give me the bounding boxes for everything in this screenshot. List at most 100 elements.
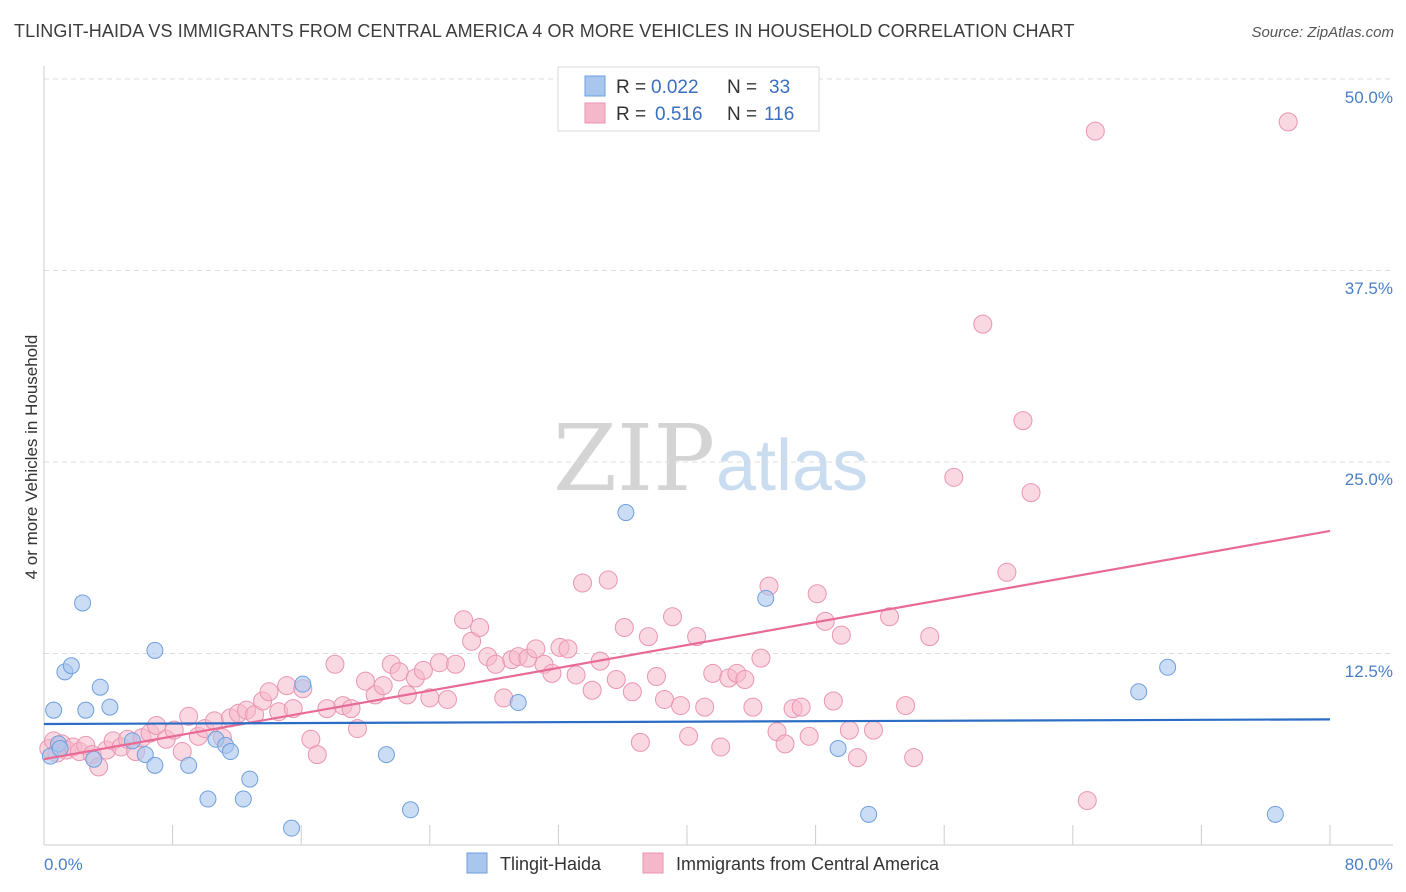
blue-point-8	[85, 750, 103, 768]
blue-point-30	[860, 805, 878, 823]
pink-point-33	[277, 676, 297, 696]
blue-point-1	[45, 701, 63, 719]
y-tick-label-37-5: 37.5%	[1345, 279, 1393, 298]
y-tick-label-25: 25.0%	[1345, 470, 1393, 489]
axis-ticks	[43, 825, 1331, 845]
pink-point-81	[663, 607, 683, 627]
pink-point-80	[654, 689, 674, 709]
pink-point-107	[896, 696, 916, 716]
legend-n-label-blue: N =	[727, 77, 757, 98]
pink-point-99	[807, 584, 827, 604]
blue-point-14	[146, 756, 164, 774]
trend-lines	[43, 529, 1331, 761]
axes	[43, 66, 1393, 846]
legend-r-value-blue: 0.022	[651, 77, 699, 98]
pink-point-117	[1278, 112, 1298, 132]
blue-point-24	[377, 746, 395, 764]
pink-point-92	[751, 648, 771, 668]
trend-line-tlingit	[43, 718, 1331, 726]
pink-point-82	[671, 696, 691, 716]
pink-point-109	[920, 627, 940, 647]
pink-point-41	[341, 699, 361, 719]
blue-point-23	[294, 675, 312, 693]
blue-point-3	[51, 739, 69, 757]
pink-point-105	[863, 720, 883, 740]
blue-point-13	[146, 641, 164, 659]
pink-point-45	[373, 676, 393, 696]
y-axis-label: 4 or more Vehicles in Household	[22, 335, 41, 580]
legend-swatch-blue	[584, 75, 606, 97]
blue-point-16	[199, 790, 217, 808]
pink-point-79	[646, 666, 666, 686]
pink-point-57	[470, 617, 490, 637]
pink-point-59	[486, 654, 506, 674]
pink-point-108	[904, 748, 924, 768]
pink-point-76	[622, 682, 642, 702]
series-legend: Tlingit-Haida Immigrants from Central Am…	[466, 852, 940, 874]
blue-point-7	[77, 701, 95, 719]
pink-point-70	[573, 573, 593, 593]
pink-point-47	[389, 662, 409, 682]
pink-point-113	[1013, 411, 1033, 431]
pink-point-68	[558, 639, 578, 659]
legend-n-value-pink: 116	[764, 104, 794, 125]
pink-point-116	[1085, 121, 1105, 141]
blue-point-21	[241, 770, 259, 788]
pink-point-54	[446, 654, 466, 674]
pink-point-71	[582, 680, 602, 700]
series-tlingit-points	[41, 504, 1284, 837]
pink-point-74	[606, 670, 626, 690]
blue-point-11	[123, 732, 141, 750]
blue-point-19	[221, 743, 239, 761]
blue-point-6	[74, 594, 92, 612]
legend-n-label-pink: N =	[727, 104, 757, 125]
pink-point-102	[831, 625, 851, 645]
stats-legend: R = 0.022 N = 33 R = 0.516 N = 116	[557, 66, 820, 132]
pink-point-95	[775, 734, 795, 754]
legend-r-label-pink: R =	[616, 104, 646, 125]
blue-point-22	[283, 819, 301, 837]
pink-point-111	[973, 314, 993, 334]
pink-point-84	[687, 627, 707, 647]
watermark-zip: ZIP	[553, 405, 715, 512]
y-tick-label-50: 50.0%	[1345, 88, 1393, 107]
blue-point-31	[1130, 683, 1148, 701]
pink-point-55	[454, 610, 474, 630]
legend-swatch-pink	[584, 102, 606, 124]
blue-point-20	[234, 790, 252, 808]
pink-point-115	[1077, 791, 1097, 811]
pink-point-83	[679, 726, 699, 746]
pink-point-101	[823, 691, 843, 711]
pink-point-103	[839, 720, 859, 740]
watermark-atlas: atlas	[716, 426, 868, 506]
blue-point-27	[617, 504, 635, 522]
pink-point-42	[347, 719, 367, 739]
pink-point-86	[703, 663, 723, 683]
pink-point-43	[356, 671, 375, 691]
legend-r-value-pink: 0.516	[655, 104, 703, 125]
blue-point-15	[180, 756, 198, 774]
trend-line-immigrants	[43, 529, 1331, 761]
pink-point-50	[413, 660, 433, 680]
pink-point-17	[147, 716, 167, 736]
pink-point-53	[437, 689, 457, 709]
blue-point-26	[509, 694, 527, 712]
pink-point-64	[526, 639, 546, 659]
chart-title: TLINGIT-HAIDA VS IMMIGRANTS FROM CENTRAL…	[14, 21, 1075, 41]
source-label: Source: ZipAtlas.com	[1251, 24, 1394, 41]
blue-point-5	[62, 657, 80, 675]
blue-point-12	[136, 746, 154, 764]
legend-r-label-blue: R =	[616, 77, 646, 98]
blue-point-25	[402, 801, 420, 819]
pink-point-85	[695, 697, 715, 717]
blue-point-32	[1159, 658, 1177, 676]
pink-point-106	[880, 607, 900, 627]
blue-point-10	[101, 698, 119, 716]
pink-point-39	[325, 654, 345, 674]
grid-lines	[44, 78, 1393, 654]
pink-point-90	[735, 670, 755, 690]
blue-point-28	[757, 589, 775, 607]
pink-point-87	[711, 737, 731, 757]
pink-point-73	[598, 570, 618, 590]
